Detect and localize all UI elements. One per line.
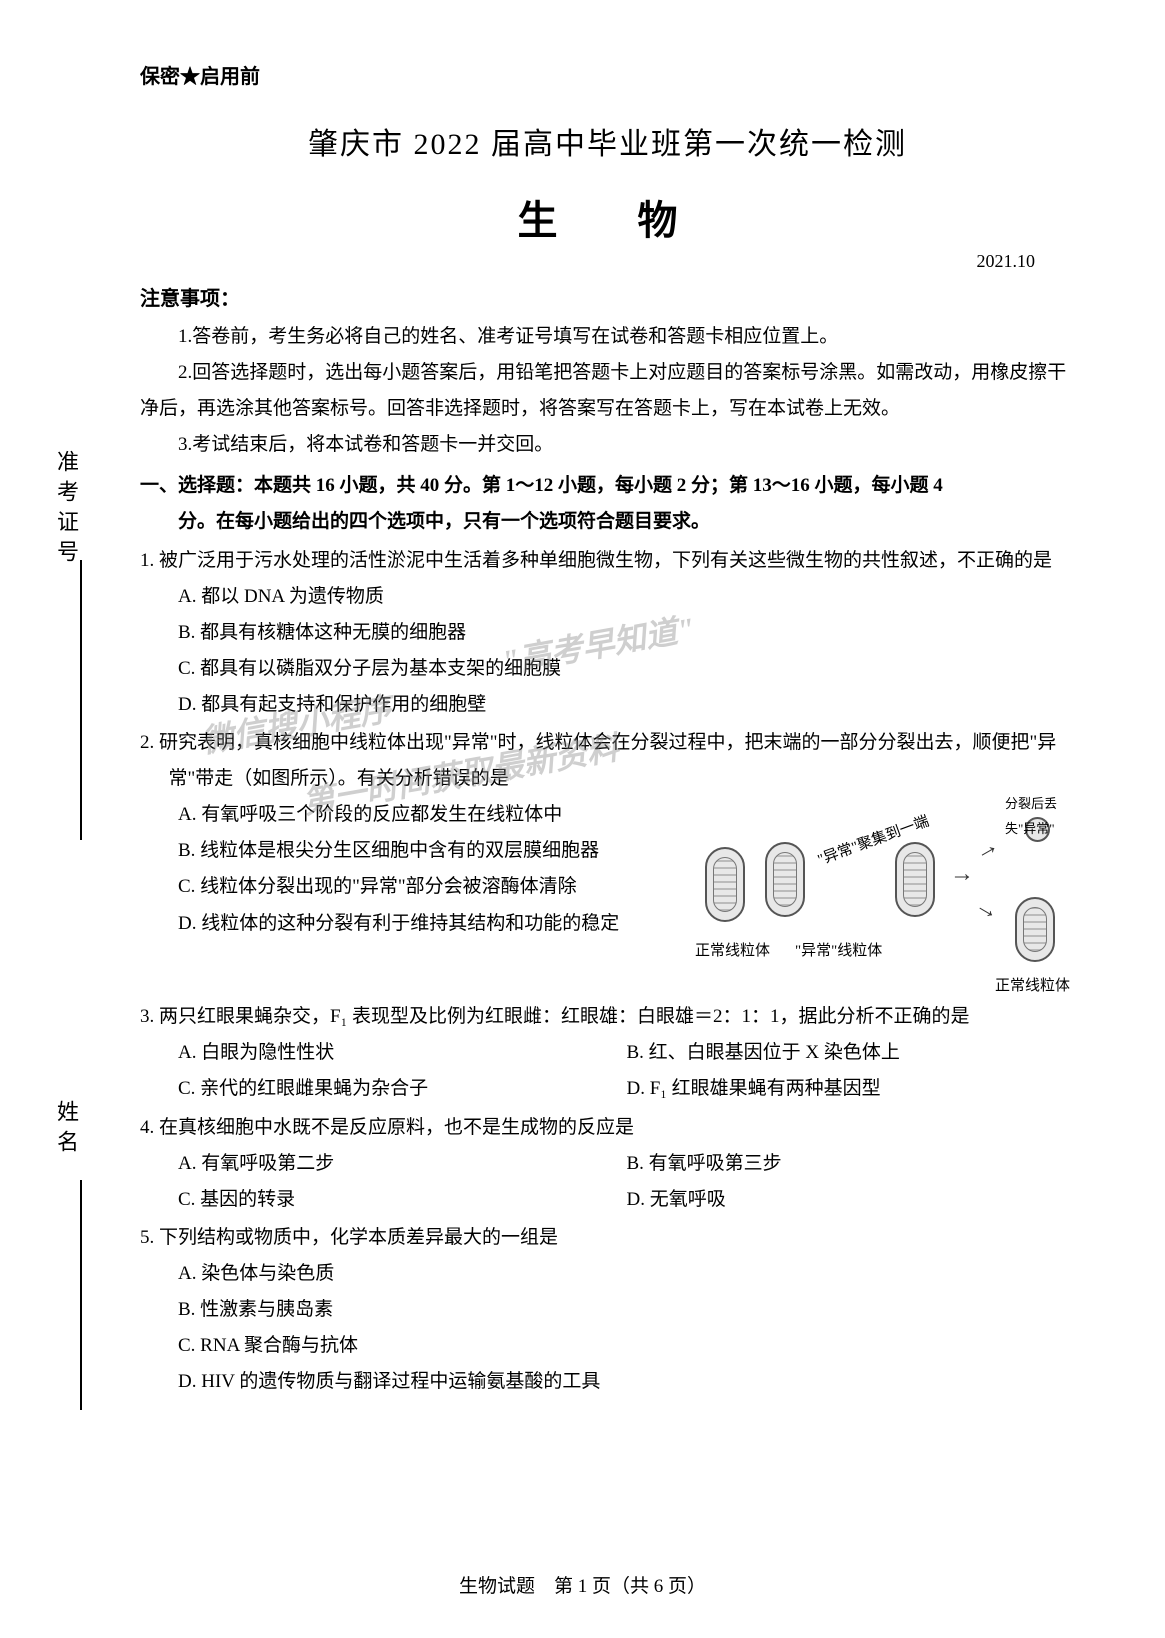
mitochondria-diagram: → → → "异常"聚集到一端 分裂后丢失"异常" 正常线粒体 "异常"线粒体 … [695,797,1075,997]
q3-option-b: B. 红、白眼基因位于 X 染色体上 [627,1035,1076,1071]
exam-page: 准考证号 姓名 保密★启用前 肇庆市 2022 届高中毕业班第一次统一检测 生 … [0,0,1165,1638]
q5-option-a: A. 染色体与染色质 [140,1256,1075,1292]
q4-stem: 4. 在真核细胞中水既不是反应原料，也不是生成物的反应是 [140,1110,1075,1146]
exam-date: 2021.10 [140,251,1075,272]
question-2: 2. 研究表明，真核细胞中线粒体出现"异常"时，线粒体会在分裂过程中，把末端的一… [140,725,1075,997]
q3-stem: 3. 两只红眼果蝇杂交，F₁ 表现型及比例为红眼雌：红眼雄：白眼雄＝2：1：1，… [140,999,1075,1035]
q2-stem: 2. 研究表明，真核细胞中线粒体出现"异常"时，线粒体会在分裂过程中，把末端的一… [140,725,1075,797]
q3-option-c: C. 亲代的红眼雌果蝇为杂合子 [178,1071,627,1107]
q2-option-d: D. 线粒体的这种分裂有利于维持其结构和功能的稳定 [140,906,685,942]
q1-stem: 1. 被广泛用于污水处理的活性淤泥中生活着多种单细胞微生物，下列有关这些微生物的… [140,543,1075,579]
main-title: 肇庆市 2022 届高中毕业班第一次统一检测 [140,119,1075,163]
q5-option-b: B. 性激素与胰岛素 [140,1292,1075,1328]
q2-option-a: A. 有氧呼吸三个阶段的反应都发生在线粒体中 [140,797,685,833]
q4-option-b: B. 有氧呼吸第三步 [627,1146,1076,1182]
sidebar-name-line [80,1180,82,1410]
q2-option-c: C. 线粒体分裂出现的"异常"部分会被溶酶体清除 [140,869,685,905]
question-3: 3. 两只红眼果蝇杂交，F₁ 表现型及比例为红眼雌：红眼雄：白眼雄＝2：1：1，… [140,999,1075,1107]
q4-option-d: D. 无氧呼吸 [627,1182,1076,1218]
q3-option-d: D. F₁ 红眼雄果蝇有两种基因型 [627,1071,1076,1107]
q5-option-d: D. HIV 的遗传物质与翻译过程中运输氨基酸的工具 [140,1364,1075,1400]
question-1: 1. 被广泛用于污水处理的活性淤泥中生活着多种单细胞微生物，下列有关这些微生物的… [140,543,1075,723]
notice-title: 注意事项： [140,282,1075,311]
q5-stem: 5. 下列结构或物质中，化学本质差异最大的一组是 [140,1220,1075,1256]
notice-item-2: 2.回答选择题时，选出每小题答案后，用铅笔把答题卡上对应题目的答案标号涂黑。如需… [140,355,1075,427]
section-header-1: 一、选择题：本题共 16 小题，共 40 分。第 1～12 小题，每小题 2 分… [140,468,1075,504]
sidebar-name-label: 姓名 [50,1100,82,1160]
diagram-label-lost: 分裂后丢失"异常" [1005,792,1075,841]
q4-option-c: C. 基因的转录 [178,1182,627,1218]
confidential-marker: 保密★启用前 [140,60,1075,89]
q4-option-a: A. 有氧呼吸第二步 [178,1146,627,1182]
q1-option-b: B. 都具有核糖体这种无膜的细胞器 [140,615,1075,651]
q5-option-c: C. RNA 聚合酶与抗体 [140,1328,1075,1364]
section-header-2: 分。在每小题给出的四个选项中，只有一个选项符合题目要求。 [140,504,1075,540]
diagram-label-abnormal: "异常"线粒体 [795,937,882,966]
notice-item-1: 1.答卷前，考生务必将自己的姓名、准考证号填写在试卷和答题卡相应位置上。 [140,319,1075,355]
subject-title: 生 物 [140,188,1075,246]
sidebar-exam-id-line [80,560,82,840]
q1-option-c: C. 都具有以磷脂双分子层为基本支架的细胞膜 [140,651,1075,687]
page-footer: 生物试题 第 1 页（共 6 页） [0,1571,1165,1598]
q3-option-a: A. 白眼为隐性性状 [178,1035,627,1071]
q2-option-b: B. 线粒体是根尖分生区细胞中含有的双层膜细胞器 [140,833,685,869]
q1-option-d: D. 都具有起支持和保护作用的细胞壁 [140,687,1075,723]
diagram-label-normal2: 正常线粒体 [995,972,1070,1001]
sidebar-exam-id-label: 准考证号 [50,450,82,570]
diagram-label-normal1: 正常线粒体 [695,937,770,966]
notice-item-3: 3.考试结束后，将本试卷和答题卡一并交回。 [140,427,1075,463]
question-5: 5. 下列结构或物质中，化学本质差异最大的一组是 A. 染色体与染色质 B. 性… [140,1220,1075,1400]
question-4: 4. 在真核细胞中水既不是反应原料，也不是生成物的反应是 A. 有氧呼吸第二步 … [140,1110,1075,1218]
q1-option-a: A. 都以 DNA 为遗传物质 [140,579,1075,615]
